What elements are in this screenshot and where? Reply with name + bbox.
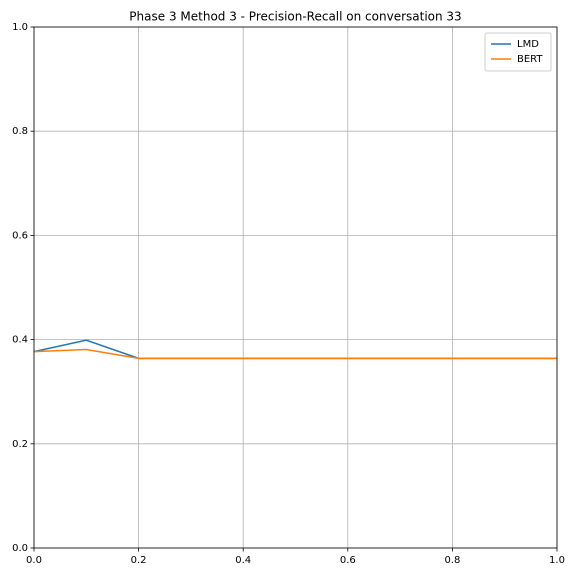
chart-title: Phase 3 Method 3 - Precision-Recall on c…: [129, 10, 461, 24]
legend-label: BERT: [517, 54, 543, 65]
x-tick-label: 0.0: [26, 555, 42, 566]
y-tick-label: 0.2: [12, 439, 28, 450]
legend-label: LMD: [517, 39, 539, 50]
x-tick-label: 0.8: [444, 555, 460, 566]
series-line: [33, 348, 557, 360]
y-tick-label: 0.6: [12, 230, 28, 241]
y-tick-label: 0.4: [12, 335, 28, 346]
x-tick-label: 1.0: [549, 555, 565, 566]
plot-frame: [33, 26, 558, 549]
y-tick-label: 1.0: [12, 22, 28, 33]
x-tick-label: 0.2: [131, 555, 147, 566]
x-tick-label: 0.6: [340, 555, 356, 566]
y-tick-label: 0.0: [12, 543, 28, 554]
legend-box: [484, 32, 552, 72]
x-tick-label: 0.4: [235, 555, 251, 566]
y-tick-label: 0.8: [12, 126, 28, 137]
